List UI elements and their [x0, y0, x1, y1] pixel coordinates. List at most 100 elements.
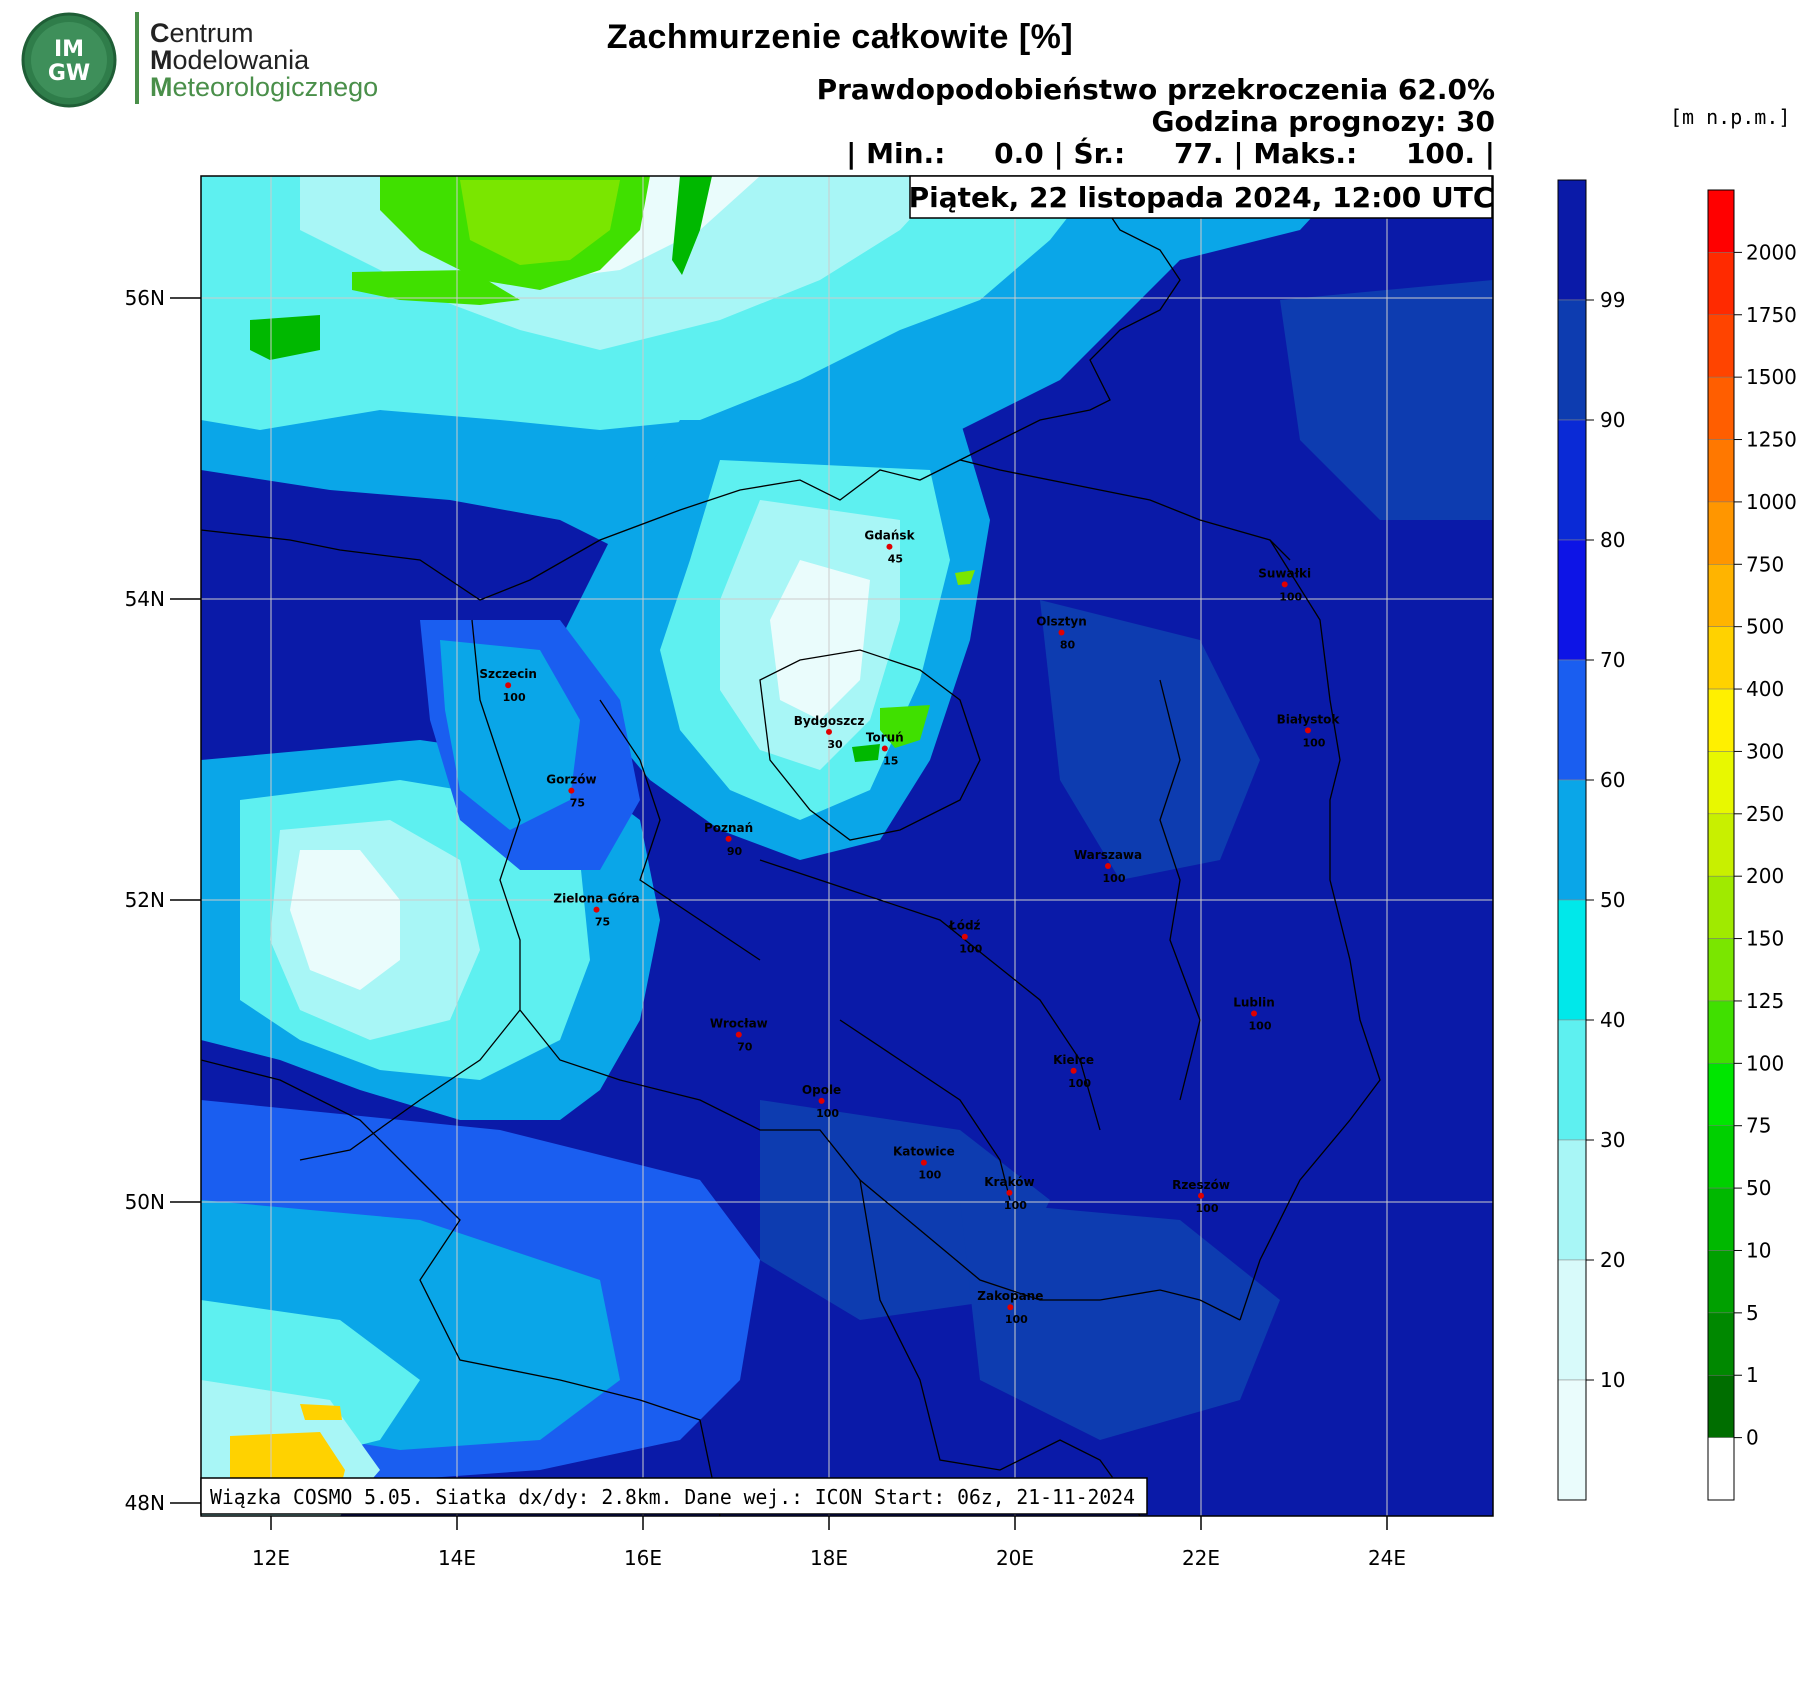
city-marker: Gorzów 75	[546, 773, 596, 810]
city-dot	[1251, 1010, 1258, 1017]
city-dot	[1006, 1189, 1013, 1196]
terrain-colorbar-segment	[1707, 1125, 1735, 1189]
terrain-colorbar-label: 150	[1746, 927, 1784, 951]
city-value: 45	[888, 553, 903, 566]
city-marker: Olsztyn 80	[1036, 615, 1087, 652]
terrain-colorbar-segment	[1707, 1374, 1735, 1438]
lat-label: 50N	[125, 1190, 165, 1214]
cloud-cover-colorbar: 99 90 80 70 60 50 40 30 20 10	[1557, 179, 1625, 1501]
terrain-colorbar-label: 1250	[1746, 428, 1797, 452]
city-value: 100	[1249, 1020, 1272, 1033]
city-marker: Opole 100	[802, 1083, 841, 1120]
terrain-colorbar-segment	[1707, 1250, 1735, 1314]
city-markers: Gdańsk45Suwałki100Olsztyn80Szczecin100Bi…	[479, 529, 1340, 1327]
city-marker: Kielce 100	[1053, 1053, 1094, 1090]
terrain-colorbar-label: 500	[1746, 615, 1784, 639]
city-value: 100	[1005, 1313, 1028, 1326]
terrain-colorbar-label: 2000	[1746, 240, 1797, 264]
cloud-colorbar-label: 60	[1600, 768, 1625, 792]
terrain-colorbar: 2000175015001250100075050040030025020015…	[1707, 189, 1797, 1501]
cloud-colorbar-segment	[1557, 779, 1587, 901]
terrain-colorbar-label: 250	[1746, 802, 1784, 826]
city-name: Zielona Góra	[553, 892, 639, 906]
lat-labels: 56N 54N 52N 50N 48N	[125, 286, 165, 1515]
cloud-cover-field	[201, 176, 1493, 1516]
cloud-colorbar-label: 90	[1600, 408, 1625, 432]
terrain-colorbar-segment	[1707, 252, 1735, 316]
terrain-colorbar-label: 0	[1746, 1426, 1759, 1450]
terrain-colorbar-segment	[1707, 189, 1735, 253]
city-marker: Katowice 100	[893, 1145, 955, 1182]
city-dot	[505, 682, 512, 689]
map-gridlines	[201, 176, 1493, 1516]
terrain-colorbar-segment	[1707, 688, 1735, 752]
city-dot	[886, 543, 893, 550]
terrain-colorbar-segment	[1707, 626, 1735, 690]
city-dot	[1105, 862, 1111, 869]
cloud-colorbar-label: 50	[1600, 888, 1625, 912]
terrain-colorbar-segment	[1707, 875, 1735, 939]
forecast-hour-text: Godzina prognozy: 30	[1151, 105, 1496, 138]
city-name: Białystok	[1277, 712, 1341, 726]
city-dot	[818, 1097, 825, 1104]
lon-label: 24E	[1368, 1546, 1406, 1570]
city-name: Szczecin	[479, 667, 537, 681]
city-marker: Bydgoszcz 30	[794, 714, 865, 751]
cloud-colorbar-segment	[1557, 539, 1587, 661]
cloud-colorbar-label: 10	[1600, 1368, 1625, 1392]
city-value: 80	[1060, 639, 1076, 652]
lon-label: 14E	[438, 1546, 476, 1570]
city-dot	[568, 787, 575, 794]
city-dot	[826, 728, 832, 735]
city-dot	[593, 906, 600, 913]
city-value: 100	[918, 1169, 941, 1182]
terrain-colorbar-segment	[1707, 1187, 1735, 1251]
terrain-colorbar-label: 100	[1746, 1051, 1784, 1075]
city-marker: Gdańsk 45	[864, 529, 915, 566]
city-name: Toruń	[866, 730, 904, 744]
terrain-colorbar-segment	[1707, 1437, 1735, 1501]
terrain-colorbar-label: 75	[1746, 1114, 1771, 1138]
city-name: Katowice	[893, 1145, 955, 1159]
city-name: Rzeszów	[1172, 1178, 1230, 1192]
logo-line-3: Meteorologicznego	[150, 72, 379, 102]
logo-badge-line-1: IM	[54, 37, 84, 62]
cloud-colorbar-label: 20	[1600, 1248, 1625, 1272]
city-value: 100	[816, 1107, 839, 1120]
city-name: Suwałki	[1258, 566, 1311, 580]
lat-label: 52N	[125, 888, 165, 912]
city-marker: Toruń 15	[866, 730, 904, 767]
terrain-colorbar-segment	[1707, 813, 1735, 877]
cloud-colorbar-segment	[1557, 1139, 1587, 1261]
city-value: 90	[727, 845, 743, 858]
probability-text: Prawdopodobieństwo przekroczenia 62.0%	[816, 73, 1495, 106]
city-name: Wrocław	[710, 1017, 768, 1031]
city-value: 100	[503, 691, 526, 704]
date-text: Piątek, 22 listopada 2024, 12:00 UTC	[909, 181, 1494, 214]
lat-label: 48N	[125, 1491, 165, 1515]
city-value: 75	[570, 797, 585, 810]
cloud-colorbar-label: 40	[1600, 1008, 1625, 1032]
city-value: 100	[1103, 872, 1126, 885]
terrain-colorbar-segment	[1707, 1063, 1735, 1126]
cloud-colorbar-segment	[1557, 1379, 1587, 1501]
terrain-colorbar-label: 125	[1746, 989, 1784, 1013]
city-dot	[1070, 1067, 1077, 1074]
city-name: Kraków	[984, 1175, 1034, 1189]
cloud-colorbar-segment	[1557, 299, 1587, 421]
city-name: Gdańsk	[864, 529, 915, 543]
city-marker: Zielona Góra 75	[553, 892, 639, 929]
city-marker: Suwałki 100	[1258, 566, 1311, 603]
borders	[201, 176, 1381, 1516]
terrain-colorbar-label: 750	[1746, 552, 1784, 576]
city-marker: Szczecin 100	[479, 667, 537, 704]
terrain-colorbar-segment	[1707, 439, 1735, 503]
lon-label: 16E	[624, 1546, 662, 1570]
city-name: Gorzów	[546, 773, 596, 787]
logo-line-2: Modelowania	[150, 45, 310, 75]
imgw-logo: IM GW Centrum Modelowania Meteorologiczn…	[10, 10, 380, 110]
terrain-colorbar-label: 50	[1746, 1176, 1771, 1200]
terrain-colorbar-label: 400	[1746, 677, 1784, 701]
logo-line-1: Centrum	[150, 18, 254, 48]
